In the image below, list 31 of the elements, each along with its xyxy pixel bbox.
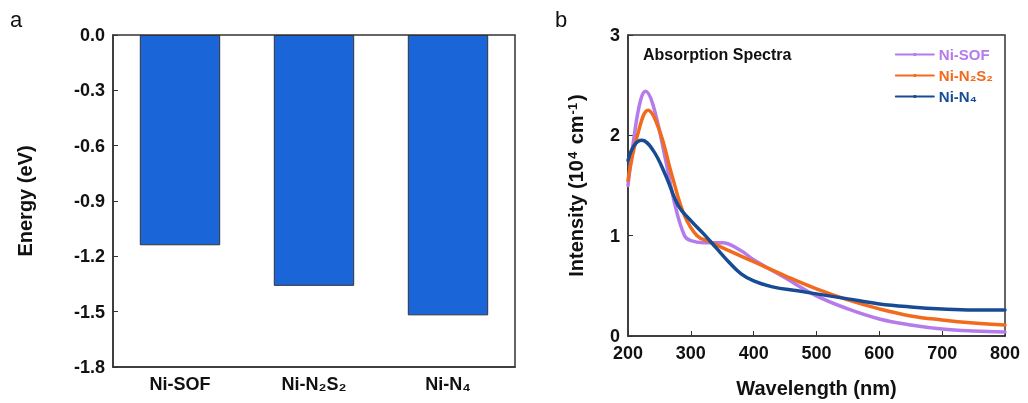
text: a	[10, 6, 23, 32]
y-tick-label: -1.2	[73, 246, 105, 267]
y-axis-title: Energy (eV)	[14, 145, 36, 257]
x-tick-label: Ni-N₂S₂	[281, 374, 347, 394]
line-series	[626, 138, 1007, 312]
legend-label: Ni-SOF	[938, 46, 990, 63]
y-tick-label: -0.3	[73, 80, 105, 101]
x-tick-label: Ni-N₄	[425, 374, 471, 394]
y-tick-label: 1	[609, 225, 620, 246]
x-tick-label: 300	[675, 343, 706, 363]
y-tick-label: -1.5	[73, 301, 105, 322]
y-tick-label: -0.6	[73, 135, 105, 156]
x-tick-label: 200	[612, 343, 644, 363]
y-tick-label: 0	[609, 326, 620, 346]
y-axis-title: Intensity (104 cm-1)	[565, 94, 587, 277]
text: b	[555, 6, 568, 32]
x-tick-label: 400	[738, 343, 769, 363]
y-tick-label: -0.9	[73, 191, 105, 211]
legend-label: Ni-N₂S₂	[938, 67, 994, 84]
x-tick-label: 600	[864, 343, 895, 363]
y-tick-label: 0.0	[79, 25, 105, 45]
y-tick-label: 3	[609, 25, 620, 45]
y-tick-label: -1.8	[73, 357, 105, 377]
x-tick-label: Ni-SOF	[149, 374, 211, 394]
x-tick-label: 500	[801, 343, 832, 363]
legend-label: Ni-N₄	[938, 88, 977, 105]
x-tick-label: 800	[989, 343, 1021, 363]
x-axis-title: Wavelength (nm)	[736, 377, 897, 399]
y-tick-label: 2	[609, 125, 620, 146]
x-tick-label: 700	[927, 343, 958, 363]
text: Absorption Spectra	[643, 45, 792, 63]
